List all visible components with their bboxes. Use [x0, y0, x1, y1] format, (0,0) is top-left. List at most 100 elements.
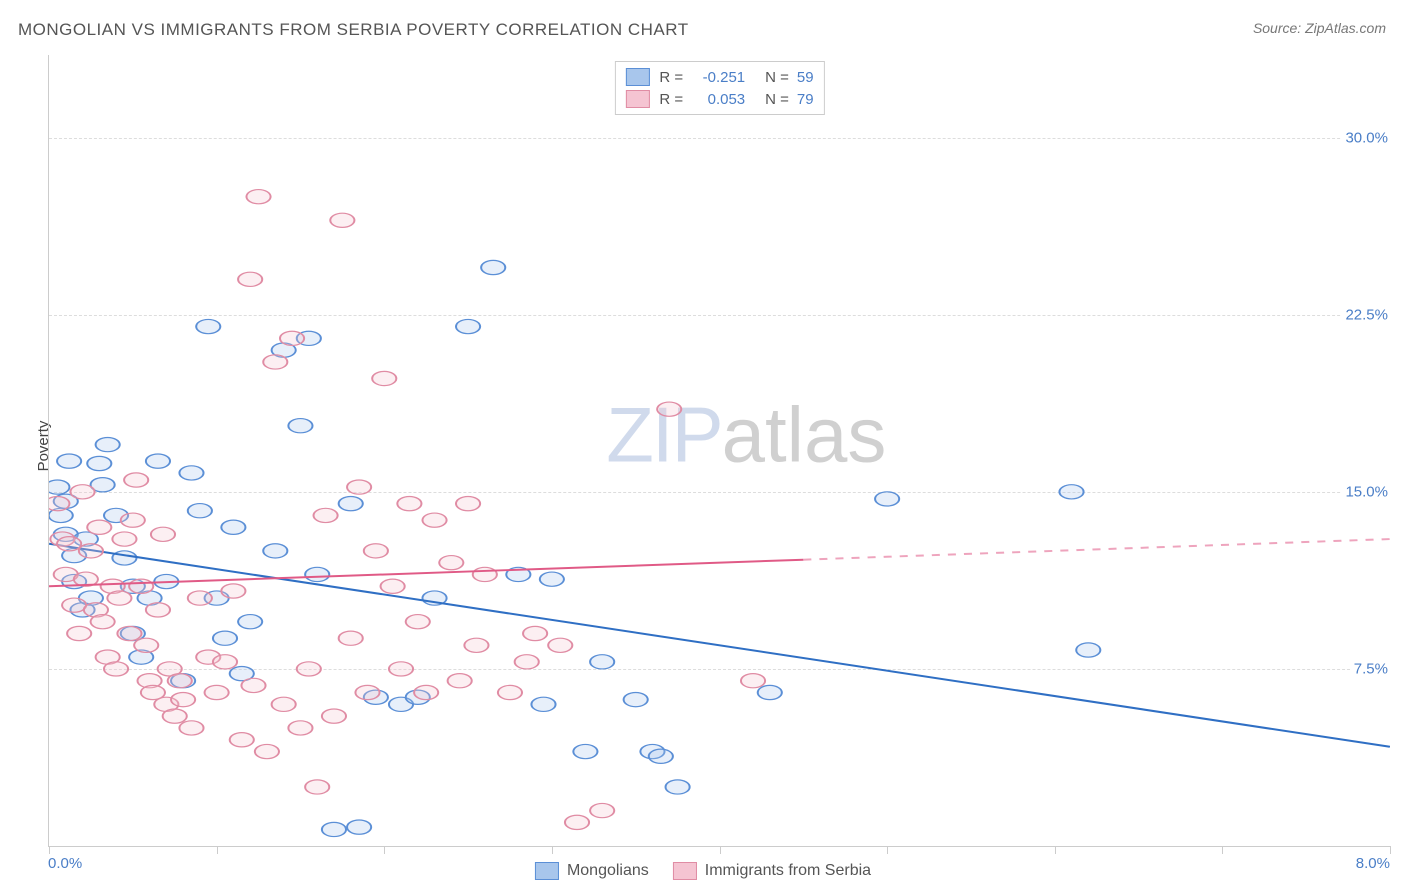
data-point: [531, 697, 555, 711]
data-point: [87, 456, 111, 470]
x-tick: [1390, 846, 1391, 854]
x-axis-max-label: 8.0%: [1356, 855, 1390, 872]
data-point: [263, 355, 287, 369]
legend-swatch: [625, 68, 649, 86]
data-point: [339, 497, 363, 511]
data-point: [330, 213, 354, 227]
data-point: [1076, 643, 1100, 657]
trend-line-extrapolated: [803, 539, 1390, 560]
data-point: [498, 685, 522, 699]
legend-item: Immigrants from Serbia: [673, 862, 871, 880]
data-point: [280, 331, 304, 345]
data-point: [456, 497, 480, 511]
source-link[interactable]: ZipAtlas.com: [1305, 20, 1386, 36]
x-tick: [720, 846, 721, 854]
data-point: [205, 685, 229, 699]
data-point: [657, 402, 681, 416]
x-tick: [217, 846, 218, 854]
data-point: [305, 780, 329, 794]
data-point: [188, 504, 212, 518]
data-point: [397, 497, 421, 511]
data-point: [168, 674, 192, 688]
data-point: [79, 544, 103, 558]
data-point: [134, 638, 158, 652]
n-value: 59: [797, 69, 814, 86]
x-tick: [49, 846, 50, 854]
data-point: [372, 371, 396, 385]
data-point: [624, 692, 648, 706]
data-point: [473, 567, 497, 581]
legend-label: Immigrants from Serbia: [705, 862, 871, 880]
data-point: [414, 685, 438, 699]
data-point: [456, 319, 480, 333]
data-point: [163, 709, 187, 723]
x-axis-min-label: 0.0%: [48, 855, 82, 872]
data-point: [464, 638, 488, 652]
legend-item: Mongolians: [535, 862, 649, 880]
n-label: N =: [765, 91, 789, 108]
data-point: [179, 721, 203, 735]
n-value: 79: [797, 91, 814, 108]
data-point: [129, 579, 153, 593]
data-point: [221, 584, 245, 598]
x-tick: [552, 846, 553, 854]
legend-row: R = 0.053 N = 79: [625, 88, 813, 110]
data-point: [1059, 485, 1083, 499]
data-point: [171, 692, 195, 706]
data-point: [104, 662, 128, 676]
data-point: [238, 272, 262, 286]
data-point: [272, 697, 296, 711]
data-point: [57, 454, 81, 468]
data-point: [179, 466, 203, 480]
data-point: [238, 615, 262, 629]
data-point: [540, 572, 564, 586]
data-point: [339, 631, 363, 645]
r-value: -0.251: [691, 69, 745, 86]
data-point: [448, 674, 472, 688]
legend-label: Mongolians: [567, 862, 649, 880]
data-point: [758, 685, 782, 699]
chart-title: MONGOLIAN VS IMMIGRANTS FROM SERBIA POVE…: [18, 20, 689, 40]
scatter-plot-svg: [49, 55, 1390, 846]
x-tick: [384, 846, 385, 854]
data-point: [347, 820, 371, 834]
x-tick: [1222, 846, 1223, 854]
source-attribution: Source: ZipAtlas.com: [1253, 20, 1386, 36]
correlation-legend: R = -0.251 N = 59 R = 0.053 N = 79: [614, 61, 824, 115]
trend-line: [49, 544, 1390, 747]
data-point: [188, 591, 212, 605]
data-point: [548, 638, 572, 652]
data-point: [57, 537, 81, 551]
data-point: [221, 520, 245, 534]
data-point: [741, 674, 765, 688]
x-tick: [1055, 846, 1056, 854]
data-point: [364, 544, 388, 558]
data-point: [91, 615, 115, 629]
data-point: [70, 485, 94, 499]
data-point: [263, 544, 287, 558]
data-point: [67, 626, 91, 640]
series-legend: Mongolians Immigrants from Serbia: [535, 862, 871, 880]
n-label: N =: [765, 69, 789, 86]
legend-row: R =-0.251N =59: [625, 66, 813, 88]
data-point: [481, 260, 505, 274]
data-point: [381, 579, 405, 593]
data-point: [146, 603, 170, 617]
data-point: [196, 319, 220, 333]
data-point: [49, 497, 69, 511]
r-label: R =: [659, 91, 683, 108]
data-point: [107, 591, 131, 605]
data-point: [213, 655, 237, 669]
data-point: [515, 655, 539, 669]
data-point: [649, 749, 673, 763]
data-point: [87, 520, 111, 534]
data-point: [439, 556, 463, 570]
data-point: [121, 513, 145, 527]
data-point: [255, 744, 279, 758]
chart-plot-area: ZIPatlas R =-0.251N =59R =0.053N =79 7.5…: [48, 55, 1390, 847]
data-point: [62, 598, 86, 612]
data-point: [151, 527, 175, 541]
r-value: 0.053: [691, 91, 745, 108]
data-point: [230, 733, 254, 747]
data-point: [146, 454, 170, 468]
